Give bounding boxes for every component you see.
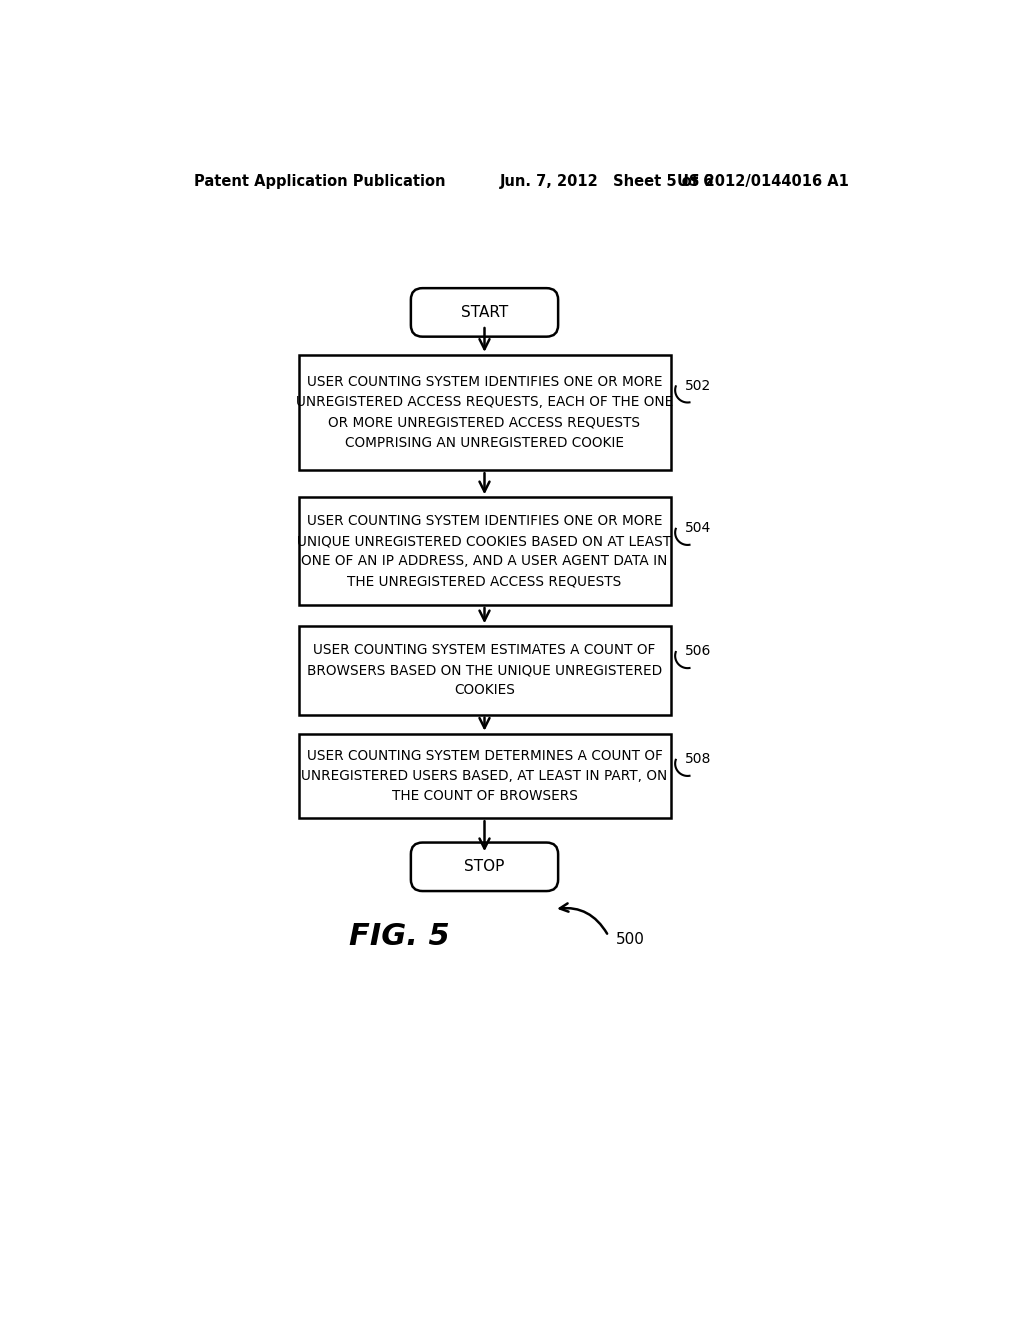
Text: 500: 500 bbox=[616, 932, 645, 948]
Text: USER COUNTING SYSTEM DETERMINES A COUNT OF
UNREGISTERED USERS BASED, AT LEAST IN: USER COUNTING SYSTEM DETERMINES A COUNT … bbox=[301, 748, 668, 803]
FancyBboxPatch shape bbox=[411, 288, 558, 337]
Text: START: START bbox=[461, 305, 508, 319]
FancyBboxPatch shape bbox=[411, 842, 558, 891]
Text: 508: 508 bbox=[684, 752, 711, 766]
Bar bbox=[299, 626, 671, 714]
Text: USER COUNTING SYSTEM IDENTIFIES ONE OR MORE
UNIQUE UNREGISTERED COOKIES BASED ON: USER COUNTING SYSTEM IDENTIFIES ONE OR M… bbox=[297, 513, 672, 589]
Bar bbox=[299, 734, 671, 818]
Text: FIG. 5: FIG. 5 bbox=[349, 921, 450, 950]
Text: STOP: STOP bbox=[464, 859, 505, 874]
Text: 504: 504 bbox=[684, 521, 711, 535]
Text: 502: 502 bbox=[684, 379, 711, 392]
Text: USER COUNTING SYSTEM ESTIMATES A COUNT OF
BROWSERS BASED ON THE UNIQUE UNREGISTE: USER COUNTING SYSTEM ESTIMATES A COUNT O… bbox=[307, 643, 663, 697]
Bar bbox=[299, 498, 671, 605]
Bar bbox=[299, 355, 671, 470]
Text: USER COUNTING SYSTEM IDENTIFIES ONE OR MORE
UNREGISTERED ACCESS REQUESTS, EACH O: USER COUNTING SYSTEM IDENTIFIES ONE OR M… bbox=[296, 375, 673, 450]
Text: 506: 506 bbox=[684, 644, 711, 659]
Text: Patent Application Publication: Patent Application Publication bbox=[194, 174, 445, 189]
Text: Jun. 7, 2012   Sheet 5 of 6: Jun. 7, 2012 Sheet 5 of 6 bbox=[500, 174, 715, 189]
Text: US 2012/0144016 A1: US 2012/0144016 A1 bbox=[677, 174, 849, 189]
